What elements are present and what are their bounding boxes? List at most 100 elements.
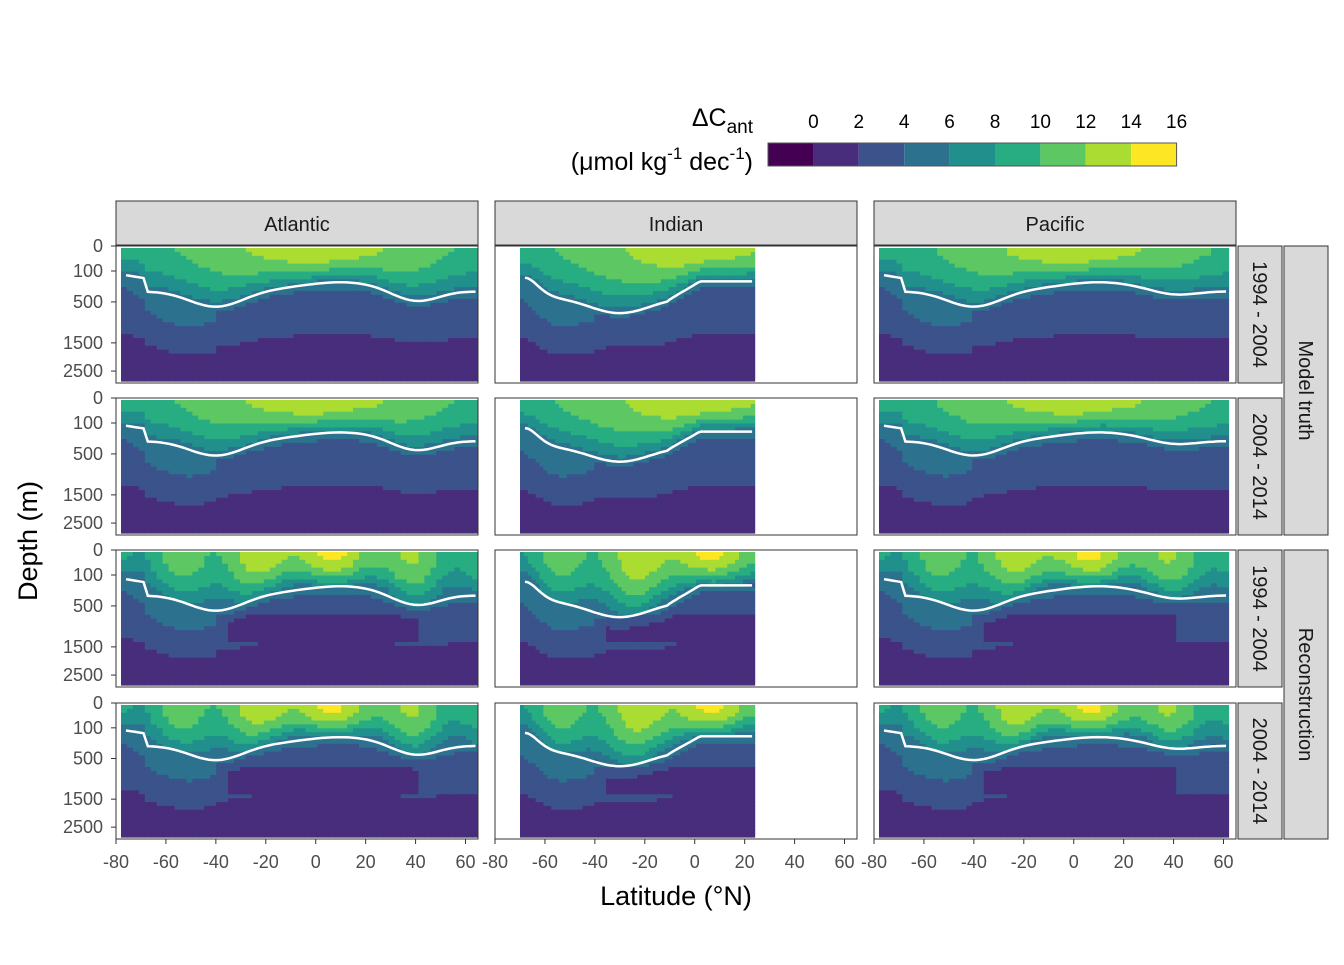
field-cell	[613, 341, 619, 347]
field-cell	[466, 334, 473, 339]
field-cell	[287, 345, 295, 351]
field-cell	[412, 283, 420, 288]
field-cell	[382, 248, 390, 253]
field-cell	[937, 283, 944, 288]
field-cell	[353, 334, 360, 339]
field-cell	[520, 248, 525, 253]
field-cell	[707, 263, 713, 269]
field-cell	[750, 345, 756, 351]
field-cell	[960, 345, 967, 351]
field-cell	[335, 334, 342, 339]
field-cell	[735, 353, 740, 359]
field-cell	[590, 291, 595, 296]
field-cell	[566, 373, 572, 378]
field-cell	[251, 302, 259, 308]
field-cell	[353, 326, 360, 331]
field-cell	[672, 377, 677, 382]
field-cell	[547, 314, 552, 319]
field-cell	[879, 298, 886, 304]
field-cell	[527, 326, 533, 331]
field-cell	[688, 357, 693, 362]
field-cell	[168, 330, 176, 335]
field-cell	[641, 314, 646, 319]
field-cell	[317, 283, 324, 288]
field-cell	[617, 251, 623, 257]
field-cell	[633, 298, 638, 304]
field-cell	[1018, 275, 1026, 280]
field-cell	[633, 314, 638, 319]
field-cell	[641, 330, 646, 335]
field-cell	[746, 377, 752, 382]
field-cell	[746, 310, 752, 316]
field-cell	[582, 275, 587, 280]
field-cell	[382, 294, 390, 300]
field-cell	[472, 275, 478, 280]
field-cell	[989, 275, 997, 280]
field-cell	[1018, 283, 1026, 288]
field-cell	[412, 322, 420, 327]
field-cell	[162, 298, 170, 304]
field-cell	[192, 271, 199, 276]
field-cell	[448, 349, 455, 355]
field-cell	[750, 302, 756, 308]
field-cell	[972, 334, 979, 339]
field-cell	[275, 271, 283, 276]
field-cell	[896, 341, 903, 347]
field-cell	[913, 251, 921, 257]
field-cell	[676, 373, 681, 378]
field-cell	[1018, 334, 1026, 339]
field-cell	[222, 255, 229, 261]
field-cell	[578, 338, 584, 343]
field-cell	[311, 259, 318, 265]
field-cell	[621, 326, 627, 331]
field-cell	[382, 373, 390, 378]
field-cell	[424, 275, 431, 280]
field-cell	[535, 353, 541, 359]
field-cell	[606, 287, 611, 292]
field-cell	[995, 294, 1002, 300]
field-cell	[645, 255, 650, 261]
field-cell	[884, 318, 892, 323]
field-cell	[621, 283, 627, 288]
field-cell	[162, 275, 170, 280]
field-cell	[719, 365, 724, 370]
field-cell	[699, 369, 705, 374]
field-cell	[742, 318, 748, 323]
field-cell	[204, 365, 211, 370]
field-cell	[629, 294, 634, 300]
field-cell	[637, 271, 642, 276]
field-cell	[1001, 377, 1008, 382]
field-cell	[317, 341, 324, 347]
field-cell	[144, 377, 152, 382]
field-cell	[879, 365, 886, 370]
field-cell	[547, 271, 552, 276]
field-cell	[902, 318, 909, 323]
field-cell	[707, 251, 713, 257]
field-cell	[460, 334, 467, 339]
field-cell	[1013, 353, 1020, 359]
field-cell	[305, 357, 312, 362]
field-cell	[311, 365, 318, 370]
field-cell	[520, 287, 525, 292]
field-cell	[228, 283, 235, 288]
field-cell	[305, 271, 312, 276]
field-cell	[180, 341, 188, 347]
field-cell	[186, 302, 193, 308]
field-cell	[424, 361, 431, 366]
field-cell	[406, 275, 414, 280]
field-cell	[234, 291, 241, 296]
field-cell	[943, 267, 950, 273]
field-cell	[156, 357, 164, 362]
field-cell	[960, 263, 967, 269]
field-cell	[995, 361, 1002, 366]
field-cell	[251, 353, 259, 359]
field-cell	[281, 271, 289, 276]
field-cell	[222, 357, 229, 362]
field-cell	[240, 283, 247, 288]
field-cell	[388, 322, 396, 327]
field-cell	[739, 349, 744, 355]
field-cell	[251, 361, 259, 366]
field-cell	[582, 326, 587, 331]
field-cell	[925, 361, 932, 366]
field-cell	[162, 267, 170, 273]
